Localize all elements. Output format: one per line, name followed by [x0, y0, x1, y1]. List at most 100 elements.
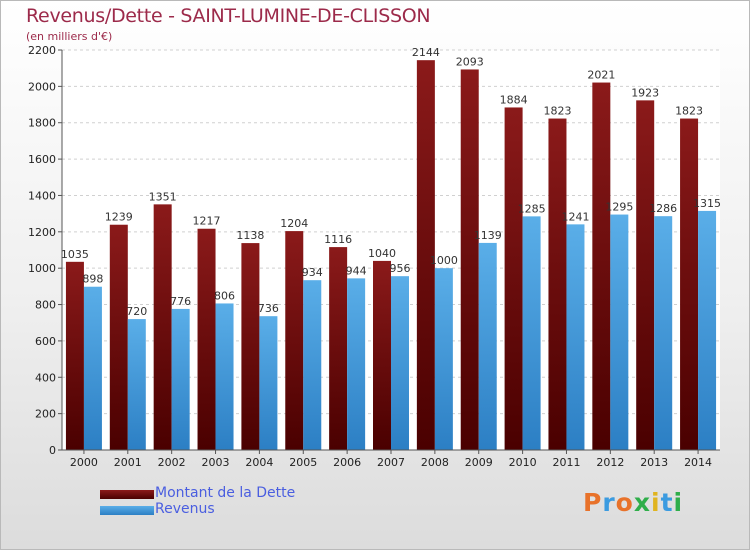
value-label-dette-2008: 2144 — [412, 46, 440, 59]
legend-swatch-revenus — [100, 506, 154, 515]
value-label-dette-2009: 2093 — [456, 55, 484, 68]
y-tick-label: 1200 — [28, 226, 56, 239]
value-label-revenus-2003: 806 — [214, 289, 235, 302]
value-label-revenus-2006: 944 — [346, 264, 367, 277]
value-label-dette-2007: 1040 — [368, 247, 396, 260]
bar-dette-2003 — [197, 228, 216, 450]
bar-dette-2004 — [241, 243, 260, 450]
bar-dette-2006 — [329, 247, 348, 450]
x-tick-label-2002: 2002 — [158, 456, 186, 469]
x-tick-label-2004: 2004 — [245, 456, 273, 469]
logo-letter: P — [583, 488, 603, 517]
value-label-revenus-2013: 1286 — [649, 202, 677, 215]
bar-dette-2007 — [373, 260, 391, 450]
value-label-dette-2002: 1351 — [149, 190, 177, 203]
logo-letter: i — [651, 488, 661, 517]
y-tick-label: 800 — [35, 299, 56, 312]
bar-dette-2011 — [548, 118, 567, 450]
value-label-revenus-2009: 1139 — [474, 229, 502, 242]
x-tick-label-2011: 2011 — [552, 456, 580, 469]
bar-dette-2008 — [416, 60, 435, 450]
value-label-dette-2012: 2021 — [587, 69, 615, 82]
x-tick-label-2000: 2000 — [70, 456, 98, 469]
value-label-revenus-2001: 720 — [126, 305, 147, 318]
bar-revenus-2006 — [347, 278, 366, 450]
bar-revenus-2007 — [391, 276, 409, 450]
legend-swatch-dette — [100, 490, 154, 499]
value-label-dette-2014: 1823 — [675, 105, 703, 118]
bar-revenus-2009 — [478, 242, 497, 450]
x-tick-label-2007: 2007 — [377, 456, 405, 469]
bar-dette-2014 — [680, 118, 699, 450]
bar-revenus-2010 — [522, 216, 541, 450]
y-tick-label: 2200 — [28, 44, 56, 57]
value-label-revenus-2000: 898 — [82, 273, 103, 286]
logo-letter: r — [602, 488, 616, 517]
y-tick-label: 1400 — [28, 189, 56, 202]
legend-label-dette: Montant de la Dette — [155, 485, 296, 501]
logo-letter: t — [660, 488, 674, 517]
value-label-revenus-2004: 736 — [258, 302, 279, 315]
value-label-dette-2011: 1823 — [543, 105, 571, 118]
chart-subtitle: (en milliers d'€) — [26, 30, 113, 43]
x-tick-label-2001: 2001 — [114, 456, 142, 469]
value-label-revenus-2010: 1285 — [518, 202, 546, 215]
value-label-dette-2004: 1138 — [236, 229, 264, 242]
y-tick-label: 1000 — [28, 262, 56, 275]
x-tick-label-2008: 2008 — [421, 456, 449, 469]
x-tick-label-2013: 2013 — [640, 456, 668, 469]
y-tick-label: 400 — [35, 371, 56, 384]
value-label-dette-2006: 1116 — [324, 233, 352, 246]
chart-title: Revenus/Dette - SAINT-LUMINE-DE-CLISSON — [26, 5, 431, 27]
bar-dette-2012 — [592, 82, 611, 450]
x-tick-label-2014: 2014 — [684, 456, 712, 469]
axes: 0 200 400 600 800 1000 1200 1400 1600 1800 2000 220… — [28, 44, 720, 469]
x-tick-label-2005: 2005 — [289, 456, 317, 469]
value-label-revenus-2011: 1241 — [561, 210, 589, 223]
x-tick-label-2012: 2012 — [596, 456, 624, 469]
value-label-dette-2001: 1239 — [105, 211, 133, 224]
value-label-dette-2003: 1217 — [193, 215, 221, 228]
bar-revenus-2002 — [171, 308, 190, 450]
value-label-dette-2005: 1204 — [280, 217, 308, 230]
y-tick-label: 2000 — [28, 80, 56, 93]
x-tick-label-2006: 2006 — [333, 456, 361, 469]
value-label-dette-2000: 1035 — [61, 248, 89, 261]
bar-revenus-2000 — [83, 286, 102, 450]
bar-revenus-2004 — [259, 316, 278, 450]
bar-revenus-2012 — [610, 214, 629, 450]
value-label-revenus-2014: 1315 — [693, 197, 721, 210]
y-tick-label: 0 — [49, 444, 56, 457]
bar-dette-2010 — [504, 107, 523, 451]
value-label-dette-2013: 1923 — [631, 86, 659, 99]
bar-dette-2000 — [65, 261, 84, 450]
legend-label-revenus: Revenus — [155, 501, 215, 517]
value-label-revenus-2002: 776 — [170, 295, 191, 308]
bar-revenus-2008 — [434, 268, 453, 450]
proxiti-logo: Proxiti — [583, 488, 683, 517]
logo-letter: i — [673, 488, 684, 517]
bar-revenus-2005 — [303, 280, 322, 450]
x-tick-label-2009: 2009 — [465, 456, 493, 469]
bar-dette-2002 — [153, 204, 172, 450]
bar-revenus-2011 — [566, 224, 585, 450]
y-tick-label: 600 — [35, 335, 56, 348]
bar-revenus-2003 — [215, 303, 234, 450]
x-tick-label-2010: 2010 — [509, 456, 537, 469]
bar-dette-2013 — [636, 100, 655, 450]
x-tick-label-2003: 2003 — [202, 456, 230, 469]
bar-dette-2005 — [285, 231, 304, 450]
y-tick-label: 1800 — [28, 117, 56, 130]
y-tick-label: 200 — [35, 408, 56, 421]
value-label-revenus-2012: 1295 — [605, 201, 633, 214]
bar-revenus-2014 — [698, 210, 717, 450]
value-labels: 1035 898 1239 720 1351 776 1217 806 1138 736 1204 9… — [61, 46, 721, 318]
value-label-revenus-2007: 956 — [390, 262, 411, 275]
bars — [65, 60, 717, 451]
value-label-revenus-2008: 1000 — [430, 254, 458, 267]
logo-letter: o — [615, 488, 634, 517]
bar-dette-2001 — [109, 224, 128, 450]
value-label-revenus-2005: 934 — [302, 266, 323, 279]
y-tick-label: 1600 — [28, 153, 56, 166]
logo-letter: x — [633, 488, 651, 517]
